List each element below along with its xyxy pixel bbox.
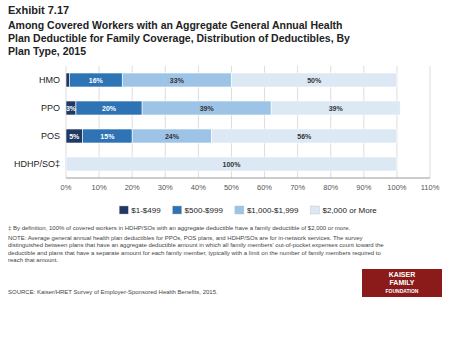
logo-text: FOUNDATION [362,287,442,295]
tick-label: 30% [158,183,173,192]
legend-label: $1,000-$1,999 [247,206,299,215]
tick-label: 70% [290,183,305,192]
data-label: 39% [200,105,215,112]
category-label: POS [41,131,60,141]
legend-label: $2,000 or More [322,206,377,215]
tick-label: 40% [191,183,206,192]
bar-segment [231,73,396,87]
data-label: 24% [165,133,180,140]
bar-segment [66,101,76,115]
footnote: ‡ By definition, 100% of covered workers… [8,225,442,233]
bars [66,73,400,171]
logo-text: FAMILY [362,279,442,287]
tick-label: 90% [356,183,371,192]
data-label: 20% [102,105,117,112]
legend-item: $2,000 or More [310,206,377,215]
tick-label: 60% [257,183,272,192]
x-axis-line [66,178,430,179]
source: SOURCE: Kaiser/HRET Survey of Employer-S… [8,289,218,297]
legend-swatch [119,206,128,214]
tick-label: 20% [125,183,140,192]
legend-label: $1-$499 [131,206,161,215]
page: Exhibit 7.17 Among Covered Workers with a… [0,0,450,338]
data-label: 16% [89,77,104,84]
tick-label: 80% [323,183,338,192]
data-labels: 16% 33% 50% 3% 20% 39% 39% 5% 15% 24% 56% 100% [66,77,344,168]
grid-line [430,66,431,178]
legend-item: $500-$999 [173,206,224,215]
bar-segment [132,129,211,143]
category-label: PPO [41,103,60,113]
bar-segment [212,129,397,143]
data-label: 3% [66,105,77,112]
bar-segment [76,101,142,115]
bar-segment [66,157,397,171]
source-row: SOURCE: Kaiser/HRET Survey of Employer-S… [8,269,442,297]
legend-item: $1,000-$1,999 [235,206,299,215]
footnote: NOTE: Average general annual health plan… [8,235,442,265]
data-label: 5% [69,133,80,140]
category-label: HMO [39,75,60,85]
tick-label: 50% [224,183,239,192]
tick-label: 110% [421,183,440,192]
data-label: 100% [223,161,242,168]
legend-item: $1-$499 [119,206,161,215]
logo-text: KAISER [362,271,442,279]
category-label: HDHP/SO‡ [14,159,60,169]
grid [66,66,430,178]
tick-label: 100% [387,183,407,192]
data-label: 15% [100,133,115,140]
legend: $1-$499 $500-$999 $1,000-$1,999 $2,000 or M… [119,206,377,215]
tick-label: 10% [92,183,107,192]
bar-segment [122,73,231,87]
bar-segment [66,73,69,87]
bar-segment [83,129,133,143]
legend-label: $500-$999 [185,206,224,215]
chart: 0% 10% 20% 30% 40% 50% 60% 70% 80% 90% 100% 110% HMO… [8,60,442,225]
tick-label: 0% [61,183,72,192]
logo: KAISERFAMILYFOUNDATION [362,269,442,297]
bar-segment [66,129,83,143]
title: Exhibit 7.17 [8,4,442,17]
bar-segment [142,101,271,115]
data-label: 33% [170,77,185,84]
legend-swatch [235,206,244,214]
subtitle: Among Covered Workers with an Aggregate … [8,19,442,58]
legend-swatch [173,206,182,214]
bar-segment [69,73,122,87]
legend-swatch [310,206,319,214]
data-label: 39% [329,105,344,112]
data-label: 50% [307,77,322,84]
bar-segment [271,101,400,115]
data-label: 56% [297,133,312,140]
